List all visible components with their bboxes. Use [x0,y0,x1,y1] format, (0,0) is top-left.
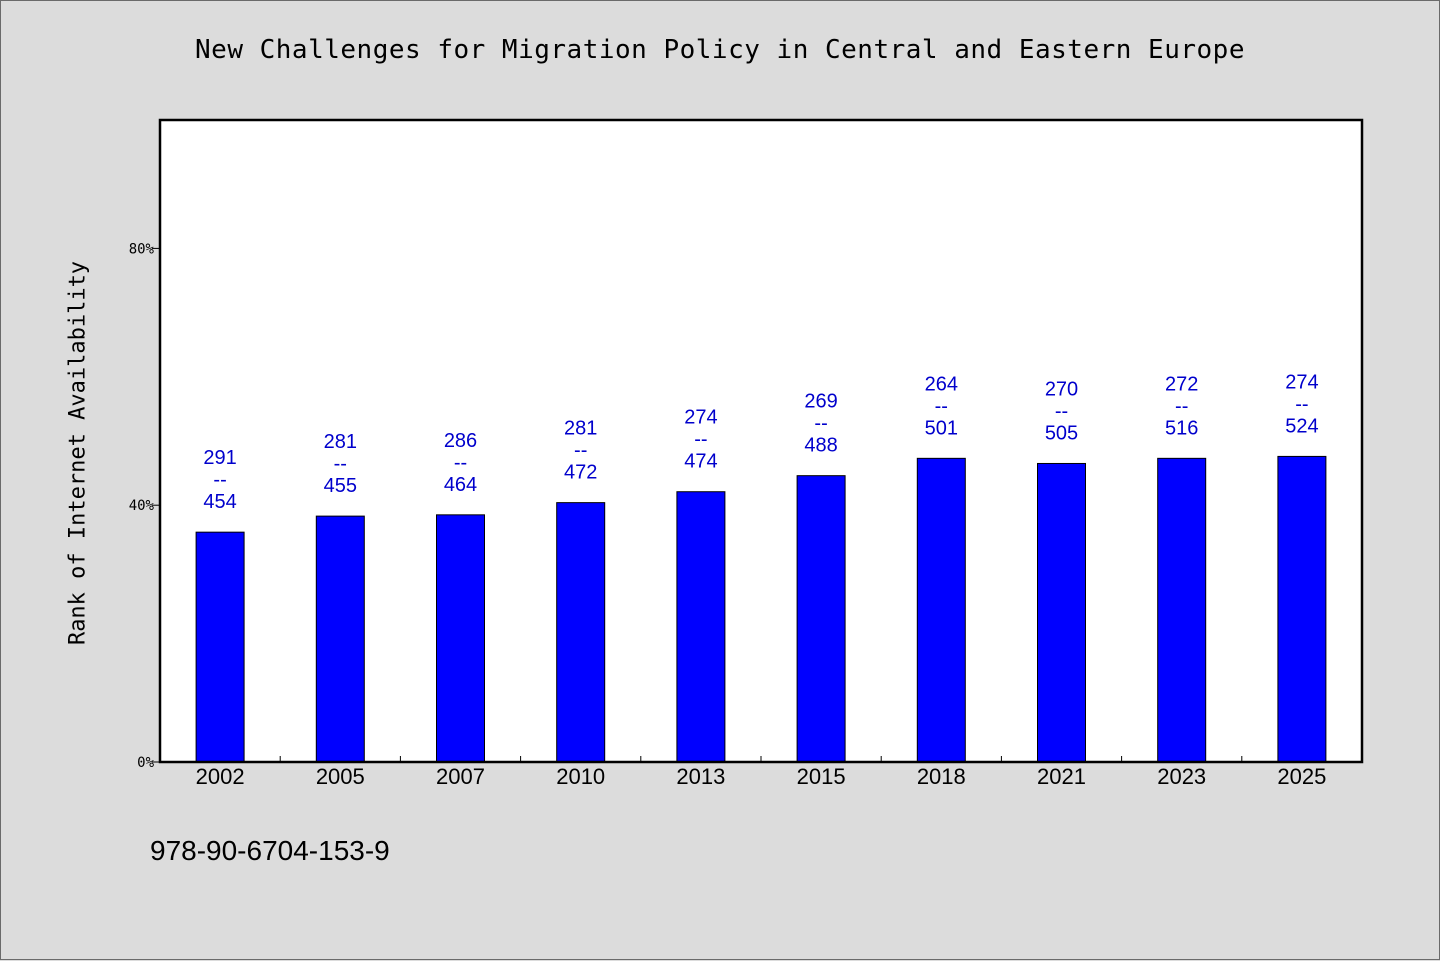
data-label-separator-2015: -- [814,413,827,435]
data-label-denominator-2002: 454 [203,491,236,513]
bar-2015 [796,475,846,763]
data-label-numerator-2025: 274 [1285,371,1318,393]
y-tick-label-80: 80% [129,241,155,257]
bar-2013 [676,491,726,763]
isbn-footer: 978-90-6704-153-9 [150,835,390,866]
data-label-denominator-2010: 472 [564,462,597,484]
x-tick-label-2005: 2005 [316,764,365,789]
data-label-separator-2002: -- [213,469,226,491]
bar-2021 [1037,462,1086,763]
bar-2002 [195,531,245,763]
x-tick-label-2013: 2013 [676,764,725,789]
data-label-separator-2025: -- [1295,393,1308,415]
data-label-numerator-2023: 272 [1165,373,1198,395]
bar-2023 [1157,457,1207,763]
data-label-denominator-2013: 474 [684,451,717,473]
data-label-separator-2005: -- [334,453,347,475]
y-tick-label-0: 0% [137,755,154,771]
bar-2010 [556,502,606,763]
data-label-separator-2007: -- [454,452,467,474]
data-label-separator-2023: -- [1175,395,1188,417]
data-label-numerator-2005: 281 [324,431,357,453]
data-label-numerator-2007: 286 [444,430,477,452]
x-tick-label-2010: 2010 [556,764,605,789]
bar-2018 [916,457,966,763]
data-label-separator-2013: -- [694,429,707,451]
x-tick-label-2025: 2025 [1277,764,1326,789]
x-tick-label-2023: 2023 [1157,764,1206,789]
data-label-separator-2018: -- [935,395,948,417]
data-label-numerator-2010: 281 [564,418,597,440]
data-label-denominator-2023: 516 [1165,417,1198,439]
data-label-denominator-2007: 464 [444,474,477,496]
data-label-denominator-2005: 455 [324,475,357,497]
data-label-numerator-2021: 270 [1045,378,1078,400]
x-tick-label-2002: 2002 [196,764,245,789]
x-tick-label-2018: 2018 [917,764,966,789]
data-label-numerator-2015: 269 [804,391,837,413]
y-tick-label-40: 40% [129,498,155,514]
data-label-denominator-2021: 505 [1045,422,1078,444]
bar-2007 [436,514,485,763]
data-label-numerator-2018: 264 [925,373,958,395]
data-label-separator-2010: -- [574,440,587,462]
data-label-numerator-2013: 274 [684,407,717,429]
data-label-denominator-2025: 524 [1285,415,1318,437]
x-tick-label-2007: 2007 [436,764,485,789]
data-label-denominator-2018: 501 [925,417,958,439]
data-label-separator-2021: -- [1055,400,1068,422]
x-tick-label-2015: 2015 [797,764,846,789]
bar-2025 [1277,455,1327,763]
x-tick-label-2021: 2021 [1037,764,1086,789]
data-label-numerator-2002: 291 [203,447,236,469]
bar-2005 [315,515,365,763]
chart-title: New Challenges for Migration Policy in C… [195,35,1245,65]
data-label-denominator-2015: 488 [804,435,837,457]
plot-border [158,118,1364,764]
